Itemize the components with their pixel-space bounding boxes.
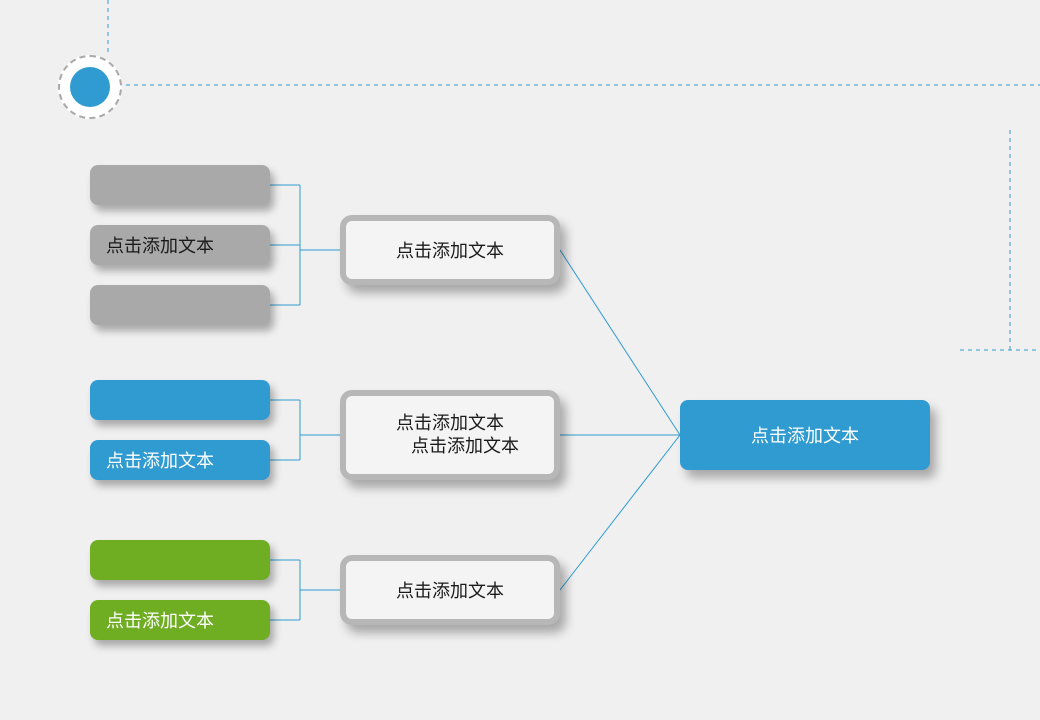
marker-circle	[58, 55, 122, 119]
g3-summary[interactable]: 点击添加文本	[340, 555, 560, 625]
result-label: 点击添加文本	[751, 422, 859, 448]
g2-item-2[interactable]: 点击添加文本	[90, 440, 270, 480]
g3-summary-label: 点击添加文本	[396, 577, 504, 603]
g1-item-2[interactable]: 点击添加文本	[90, 225, 270, 265]
marker-dot	[70, 67, 110, 107]
g2-item-1[interactable]	[90, 380, 270, 420]
g2-item-2-label: 点击添加文本	[106, 447, 214, 473]
g2-summary-label-2: 点击添加文本	[381, 435, 519, 458]
g1-item-2-label: 点击添加文本	[106, 232, 214, 258]
g3-item-1[interactable]	[90, 540, 270, 580]
g1-item-3[interactable]	[90, 285, 270, 325]
g3-item-2-label: 点击添加文本	[106, 607, 214, 633]
result-box[interactable]: 点击添加文本	[680, 400, 930, 470]
g1-summary-label: 点击添加文本	[396, 237, 504, 263]
g1-item-1[interactable]	[90, 165, 270, 205]
g1-summary[interactable]: 点击添加文本	[340, 215, 560, 285]
g2-summary-label-1: 点击添加文本	[396, 412, 504, 435]
g3-item-2[interactable]: 点击添加文本	[90, 600, 270, 640]
g2-summary[interactable]: 点击添加文本 点击添加文本	[340, 390, 560, 480]
